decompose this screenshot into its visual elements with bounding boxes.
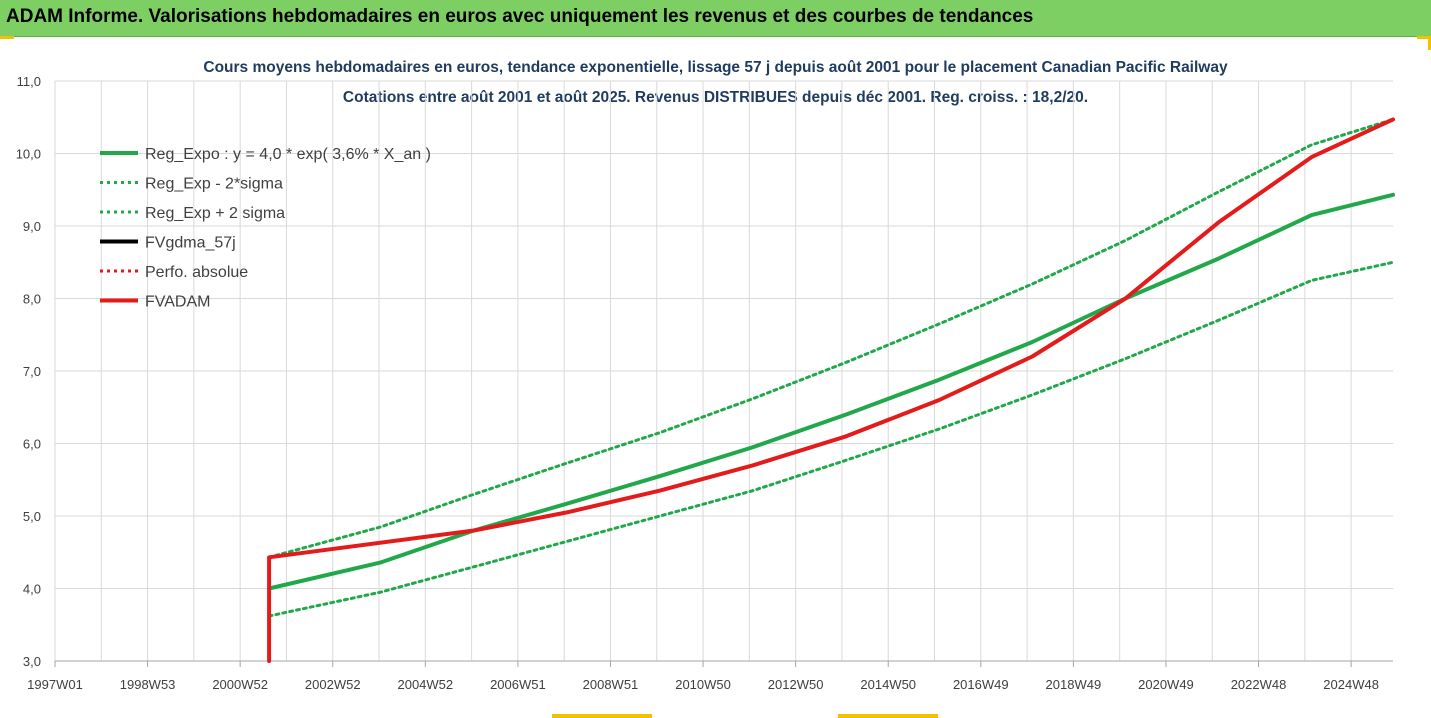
x-tick-label: 2016W49: [953, 677, 1009, 692]
series-line-fvadam: [267, 117, 1395, 663]
chart-subtitle: Cotations entre août 2001 et août 2025. …: [342, 89, 1089, 106]
y-tick-label: 3,0: [23, 654, 41, 669]
corner-marker-top-right: [1417, 36, 1431, 39]
corner-marker-bottom-1: [552, 714, 652, 718]
legend-label: Reg_Exp + 2 sigma: [145, 205, 285, 222]
series-line-reg-exp: [267, 260, 1395, 618]
y-tick-label: 11,0: [17, 74, 41, 89]
y-tick-label: 6,0: [23, 437, 41, 452]
y-tick-label: 7,0: [23, 364, 41, 379]
x-tick-label: 2014W50: [860, 677, 916, 692]
legend-label: FVgdma_57j: [145, 235, 236, 252]
y-tick-label: 4,0: [23, 582, 41, 597]
x-tick-label: 2018W49: [1046, 677, 1102, 692]
y-tick-label: 8,0: [23, 292, 41, 307]
chart-title: Cours moyens hebdomadaires en euros, ten…: [203, 59, 1228, 76]
x-tick-label: 2008W51: [583, 677, 639, 692]
report-header: ADAM Informe. Valorisations hebdomadaire…: [0, 0, 1431, 37]
legend-label: FVADAM: [145, 294, 210, 311]
corner-marker-bottom-2: [838, 714, 938, 718]
x-tick-label: 1997W01: [27, 677, 83, 692]
report-title: ADAM Informe. Valorisations hebdomadaire…: [6, 6, 1034, 27]
x-tick-label: 2020W49: [1138, 677, 1194, 692]
legend-label: Reg_Exp - 2*sigma: [145, 176, 283, 193]
x-tick-label: 2004W52: [397, 677, 453, 692]
series-line-reg-expo: [267, 192, 1395, 591]
x-tick-label: 1998W53: [120, 677, 176, 692]
chart-plot: 3,0 4,0 5,0 6,0 7,0 8,0 9,0 10,0 11,0 1997W01 1998…: [16, 74, 1395, 692]
y-tick-label: 10,0: [16, 147, 41, 162]
y-tick-label: 9,0: [23, 219, 41, 234]
x-tick-label: 2010W50: [675, 677, 731, 692]
x-tick-label: 2022W48: [1231, 677, 1287, 692]
x-tick-label: 2012W50: [768, 677, 824, 692]
corner-marker-right: [1428, 36, 1431, 50]
legend-label: Perfo. absolue: [145, 264, 248, 281]
series-line-reg-exp: [267, 117, 1395, 559]
x-tick-label: 2000W52: [212, 677, 268, 692]
chart-area: Cours moyens hebdomadaires en euros, ten…: [0, 37, 1431, 718]
x-tick-label: 2002W52: [305, 677, 361, 692]
legend-label: Reg_Expo : y = 4,0 * exp( 3,6% * X_an ): [145, 146, 431, 163]
x-tick-label: 2006W51: [490, 677, 546, 692]
x-tick-label: 2024W48: [1323, 677, 1379, 692]
y-tick-label: 5,0: [23, 509, 41, 524]
corner-marker-top-left: [0, 36, 14, 39]
